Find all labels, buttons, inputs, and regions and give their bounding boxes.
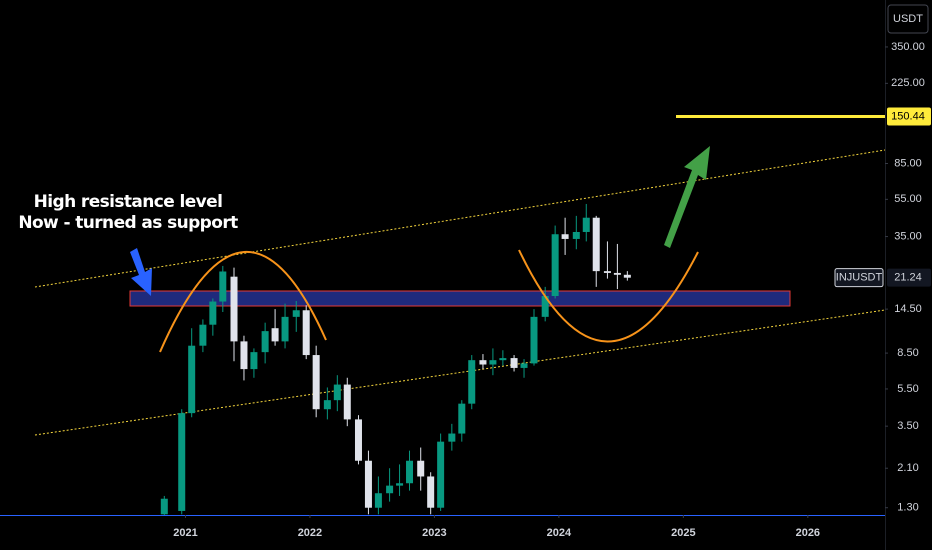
- candle-body: [417, 460, 425, 477]
- candle-body: [261, 331, 269, 353]
- candle-body: [396, 483, 404, 486]
- candle-body: [623, 274, 631, 278]
- hline-tag: [887, 107, 931, 126]
- candle-body: [160, 498, 168, 515]
- candle-body: [312, 355, 320, 410]
- arrow-green: [664, 146, 710, 248]
- candle-body: [499, 358, 507, 361]
- candle-body: [386, 485, 394, 494]
- price-label: 21.24: [894, 272, 922, 284]
- candle-body: [333, 384, 341, 401]
- x-tick-label: 2022: [298, 527, 322, 539]
- hline-label: 150.44: [891, 110, 925, 122]
- x-tick-label: 2021: [173, 527, 197, 539]
- candle-body: [427, 476, 435, 508]
- candle-body: [302, 310, 310, 356]
- candle-body: [250, 352, 258, 370]
- y-tick-label: 2.10: [897, 462, 918, 474]
- drawings-front: High resistance level Now - turned as su…: [18, 114, 885, 353]
- candle-body: [240, 341, 248, 370]
- y-axis-label: USDT: [893, 13, 923, 25]
- support-zone: [129, 290, 791, 307]
- x-tick-label: 2023: [422, 527, 446, 539]
- candle-body: [343, 384, 351, 420]
- candle-body: [271, 328, 279, 342]
- annotation-line-1: High resistance level: [34, 192, 223, 212]
- x-tick-label: 2025: [671, 527, 695, 539]
- drawings-back: [34, 149, 886, 436]
- candle-body: [209, 301, 217, 325]
- candle-body: [364, 460, 372, 508]
- candle-body: [178, 413, 186, 511]
- candle-body: [510, 358, 518, 368]
- arrow-blue: [130, 248, 152, 296]
- arc-top: [159, 250, 327, 353]
- symbol-tag: [834, 268, 884, 288]
- y-tick-label: 55.00: [894, 193, 922, 205]
- candle-body: [354, 419, 362, 461]
- channel-upper: [34, 149, 886, 288]
- y-tick-label: 1.30: [897, 502, 918, 514]
- candle-body: [489, 360, 497, 365]
- candle-body: [406, 460, 414, 484]
- y-tick-label: 350.00: [891, 41, 925, 53]
- channel-lower: [34, 309, 886, 436]
- annotation-line-2: Now - turned as support: [18, 213, 238, 233]
- candle-body: [530, 316, 538, 364]
- currency-box[interactable]: [887, 4, 929, 34]
- candle-body: [281, 316, 289, 342]
- candle-body: [323, 400, 331, 410]
- candle-body: [468, 360, 476, 404]
- candle-body: [520, 363, 528, 368]
- candles: [160, 203, 631, 515]
- arc-bottom: [518, 249, 699, 343]
- y-tick-label: 14.50: [894, 303, 922, 315]
- candle-body: [551, 234, 559, 297]
- candle-body: [437, 441, 445, 508]
- candle-body: [230, 276, 238, 342]
- candle-body: [188, 345, 196, 414]
- candle-body: [458, 403, 466, 434]
- x-tick-label: 2026: [796, 527, 820, 539]
- candle-body: [603, 271, 611, 273]
- candle-body: [292, 310, 300, 317]
- symbol-label: INJUSDT: [836, 272, 883, 284]
- candle-body: [582, 217, 590, 232]
- candle-body: [613, 272, 621, 275]
- candle-body: [374, 493, 382, 508]
- candle-body: [572, 231, 580, 239]
- x-tick-label: 2024: [547, 527, 572, 539]
- candle-body: [479, 360, 487, 365]
- y-tick-label: 35.00: [894, 230, 922, 242]
- candle-body: [541, 296, 549, 317]
- candle-body: [561, 234, 569, 239]
- y-tick-label: 8.50: [897, 347, 918, 359]
- price-tag: [887, 268, 931, 287]
- candle-body: [219, 271, 227, 302]
- candle-body: [592, 217, 600, 272]
- y-tick-label: 225.00: [891, 77, 925, 89]
- y-tick-label: 85.00: [894, 157, 922, 169]
- y-tick-label: 5.50: [897, 383, 918, 395]
- y-tick-label: 3.50: [897, 420, 918, 432]
- axes: 350.00 225.00 85.00 55.00 35.00 14.50 8.50 5.50…: [173, 41, 931, 539]
- candle-body: [199, 324, 207, 346]
- candle-body: [448, 433, 456, 442]
